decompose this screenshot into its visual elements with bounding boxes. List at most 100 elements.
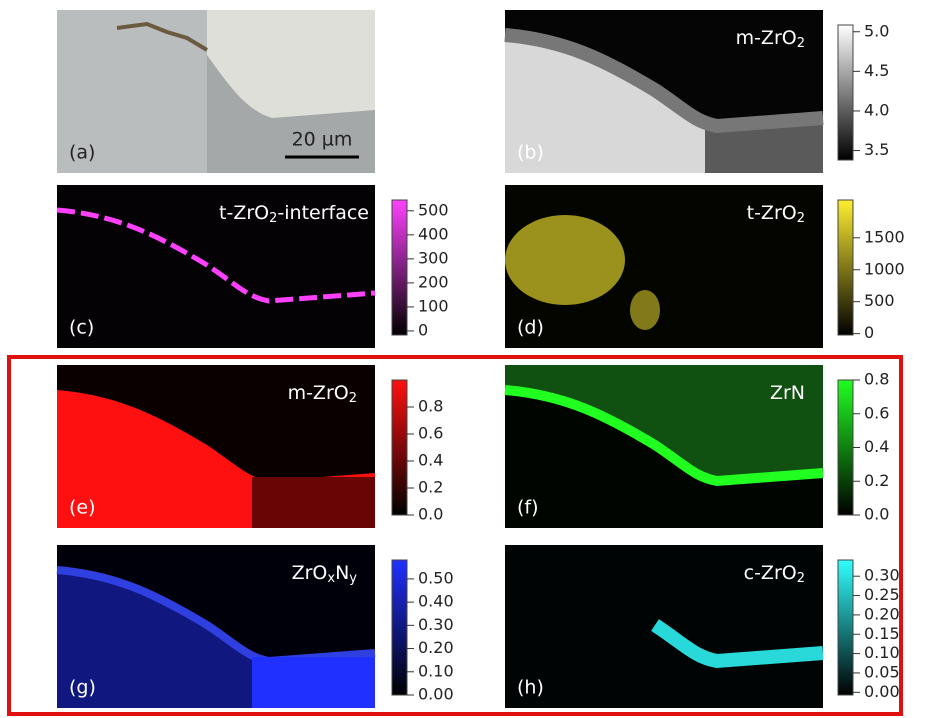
colorbar-tick-label: 0.20 [418,638,454,657]
colorbar [391,199,408,336]
colorbar-tick-label: 0.4 [418,451,443,470]
panel-title: m-ZrO2 [288,382,357,406]
panel-label: (e) [69,497,96,519]
title-subscript: 2 [797,211,805,226]
colorbar [837,559,854,696]
colorbar-tick-label: 0.10 [864,643,900,662]
colorbar-tick-label: 0 [418,320,428,339]
map-image [505,545,824,708]
colorbar-tick-label: 0.20 [864,604,900,623]
title-text: t-ZrO [747,202,797,224]
panel: ZrN 0.8 0.6 0.4 0.2 0.0 (f) [504,365,889,528]
colorbar-tick-label: 0.6 [864,403,889,422]
scale-bar-label: 20 µm [292,129,353,151]
colorbar [837,24,854,161]
colorbar-tick-label: 400 [418,224,449,243]
title-subscript: 2 [797,36,805,51]
colorbar [837,199,854,336]
colorbar-tick-label: 0.8 [418,397,443,416]
region [504,385,824,487]
title-subscript: x [327,571,335,586]
title-text: m-ZrO [288,382,349,404]
title-text: ZrO [292,562,328,584]
title-text: t-ZrO [219,202,269,224]
colorbar-tick-label: 0.0 [864,505,889,524]
colorbar-tick-label: 0.15 [864,624,900,643]
panel-title: ZrN [770,382,805,404]
panel-label: (c) [69,317,94,339]
panel: 20 µm (a) [57,10,375,173]
panel: t-ZrO2 1500 1000 500 0 (d) [505,185,905,348]
map-image [56,545,376,708]
panel: c-ZrO2 0.300.250.200.150.100.050.00 (h) [505,545,900,708]
region [56,207,376,304]
colorbar-tick-label: 1000 [864,259,905,278]
map-image [504,365,824,528]
title-text: m-ZrO [736,27,797,49]
colorbar-tick-label: 0.30 [864,566,900,585]
map-image [57,10,375,173]
region [651,619,824,669]
colorbar-tick-label: 0.2 [418,478,443,497]
region [504,28,824,134]
colorbar-tick-label: 0.50 [418,568,454,587]
region [56,566,376,666]
colorbar-tick-label: 100 [418,296,449,315]
panel-label: (a) [69,142,95,164]
colorbar-tick-label: 0.30 [418,615,454,634]
colorbar-tick-label: 0.40 [418,592,454,611]
highlight-box [7,355,903,716]
colorbar-tick-label: 500 [418,200,449,219]
colorbar-tick-label: 0.0 [418,505,443,524]
region [252,657,375,708]
region [252,477,375,528]
map-image [505,185,823,348]
colorbar-tick-label: 1500 [864,227,905,246]
title-text: N [335,562,349,584]
panel-label: (b) [517,142,544,164]
colorbar-tick-label: 4.0 [864,100,889,119]
panel-label: (d) [517,317,544,339]
colorbar-tick-label: 500 [864,291,895,310]
region [505,215,625,305]
title-text: ZrN [770,382,805,404]
colorbar-tick-label: 0.25 [864,585,900,604]
title-text: -interface [277,202,369,224]
colorbar-tick-label: 300 [418,248,449,267]
colorbar [837,379,854,516]
panel: m-ZrO2 5.0 4.5 4.0 3.5 (b) [504,10,889,173]
panel: t-ZrO2-interface 500 400 300 200 100 0 (c) [56,185,449,348]
title-subscript: 2 [797,571,805,586]
title-subscript: 2 [269,211,277,226]
panel-label: (h) [517,677,544,699]
colorbar [391,559,408,696]
panel-title: c-ZrO2 [744,562,805,586]
colorbar-tick-label: 0.00 [864,682,900,701]
title-text: c-ZrO [744,562,797,584]
panel-label: (g) [69,677,96,699]
panel-title: t-ZrO2-interface [219,202,369,226]
colorbar-tick-label: 0.6 [418,424,443,443]
colorbar [391,379,408,516]
map-image [57,365,375,528]
micrograph-sample [207,55,375,173]
colorbar-tick-label: 200 [418,272,449,291]
colorbar-tick-label: 0 [864,323,874,342]
title-subscript: y [349,571,357,586]
panel-title: m-ZrO2 [736,27,805,51]
title-subscript: 2 [349,391,357,406]
map-background [57,185,375,348]
region [505,365,823,481]
colorbar-tick-label: 0.05 [864,662,900,681]
colorbar-tick-label: 0.4 [864,437,889,456]
region [630,290,660,330]
panel-title: ZrOxNy [292,562,358,586]
panel-title: t-ZrO2 [747,202,805,226]
map-image [56,185,376,348]
map-image [504,10,824,173]
panel: ZrOxNy 0.50 0.40 0.30 0.20 0.10 0.00 (g) [56,545,454,708]
panel-label: (f) [517,497,539,519]
colorbar-tick-label: 0.8 [864,370,889,389]
colorbar-tick-label: 0.00 [418,685,454,704]
colorbar-tick-label: 3.5 [864,140,889,159]
